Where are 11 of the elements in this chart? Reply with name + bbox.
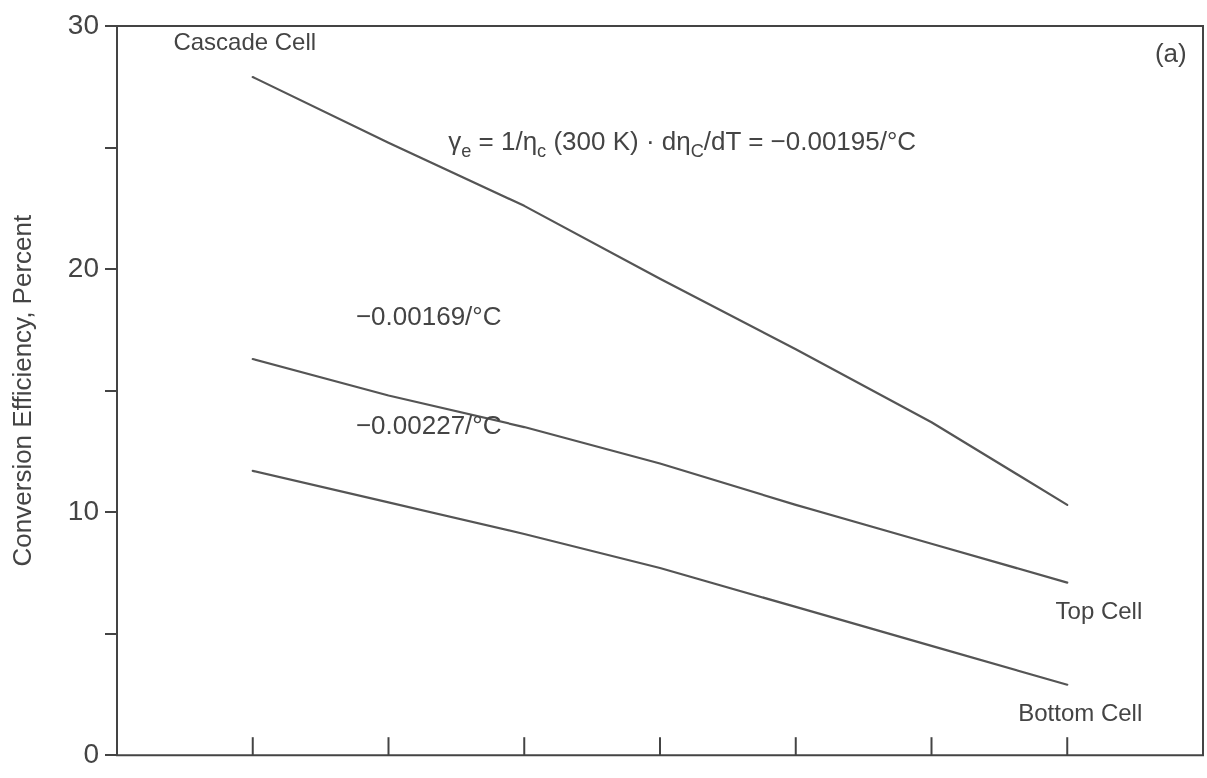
annotation: (a) [1154, 38, 1187, 69]
series-label: Top Cell [1055, 597, 1143, 625]
series-label: Bottom Cell [1018, 699, 1143, 727]
y-tick-label: 20 [67, 251, 99, 283]
annotation: −0.00227/°C [355, 410, 502, 441]
y-axis-title: Conversion Efficiency, Percent [6, 214, 37, 567]
annotation: −0.00169/°C [355, 300, 502, 331]
series-label: Cascade Cell [173, 27, 317, 55]
y-tick-label: 30 [67, 8, 99, 40]
y-tick-label: 10 [67, 494, 99, 526]
y-tick-label: 0 [83, 737, 99, 769]
